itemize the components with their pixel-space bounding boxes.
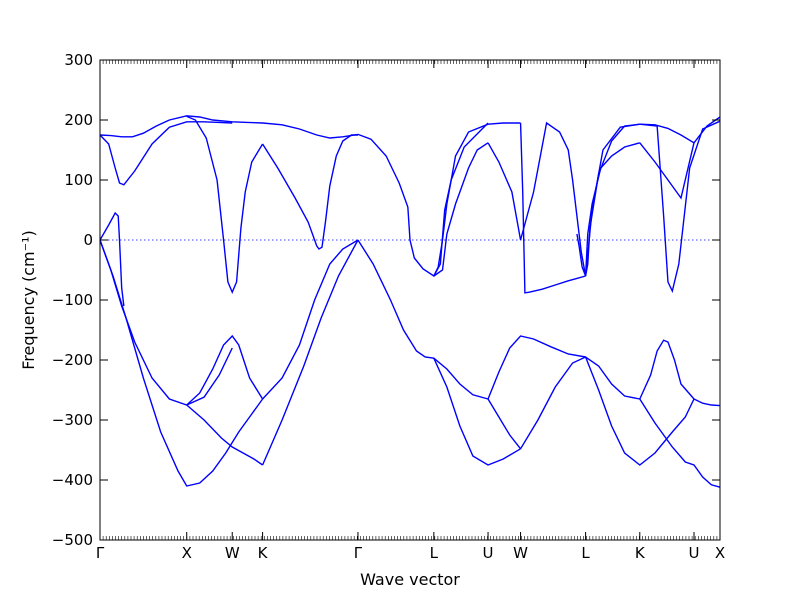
band-line-8 <box>186 404 263 466</box>
x-tick-label: W <box>225 544 240 562</box>
x-tick-label: K <box>635 544 646 562</box>
band-line-2 <box>99 121 233 186</box>
x-tick-label: K <box>258 544 269 562</box>
plot-frame <box>100 60 720 540</box>
x-tick-label: Γ <box>96 544 105 562</box>
band-line-14 <box>487 398 522 450</box>
band-line-29 <box>639 142 695 200</box>
band-line-13 <box>433 357 521 466</box>
series-group <box>99 115 721 488</box>
band-line-11 <box>262 239 359 400</box>
y-tick-label: 200 <box>64 111 93 129</box>
x-tick-label: X <box>182 544 192 562</box>
band-line-30 <box>576 233 587 277</box>
minor-ticks <box>99 60 718 540</box>
band-line-7 <box>99 239 264 487</box>
band-line-12 <box>357 239 489 400</box>
x-tick-label: L <box>430 544 439 562</box>
y-tick-label: 0 <box>83 231 93 249</box>
y-tick-label: −200 <box>52 351 93 369</box>
x-tick-label: Γ <box>354 544 363 562</box>
y-tick-label: 300 <box>64 51 93 69</box>
band-line-25 <box>519 122 586 294</box>
x-tick-label: U <box>483 544 494 562</box>
y-tick-label: −400 <box>52 471 93 489</box>
band-line-9 <box>186 334 264 406</box>
band-line-22 <box>433 142 489 277</box>
y-tick-label: −100 <box>52 291 93 309</box>
band-line-10 <box>261 239 359 466</box>
band-line-4 <box>261 134 358 250</box>
band-line-18 <box>639 339 695 400</box>
y-axis-ticks: 300 200 100 0 −100 −200 −300 −400 −500 <box>52 51 720 549</box>
x-tick-label: L <box>581 544 590 562</box>
x-tick-label: X <box>715 544 725 562</box>
band-line-5 <box>99 211 125 307</box>
x-tick-label: U <box>688 544 699 562</box>
band-line-15 <box>487 335 586 400</box>
x-axis-label: Wave vector <box>360 570 460 589</box>
y-tick-label: −300 <box>52 411 93 429</box>
band-line-27 <box>584 142 640 277</box>
band-line-23 <box>487 121 587 277</box>
band-line-1 <box>99 115 359 139</box>
band-line-20 <box>693 398 721 407</box>
band-line-17 <box>584 356 695 466</box>
x-tick-label: W <box>513 544 528 562</box>
y-tick-label: 100 <box>64 171 93 189</box>
band-line-28 <box>584 120 721 294</box>
band-line-19 <box>639 398 721 488</box>
y-tick-label: −500 <box>52 531 93 549</box>
band-line-24 <box>433 122 521 277</box>
band-line-3 <box>186 115 264 294</box>
y-axis-label: Frequency (cm⁻¹) <box>19 230 38 369</box>
